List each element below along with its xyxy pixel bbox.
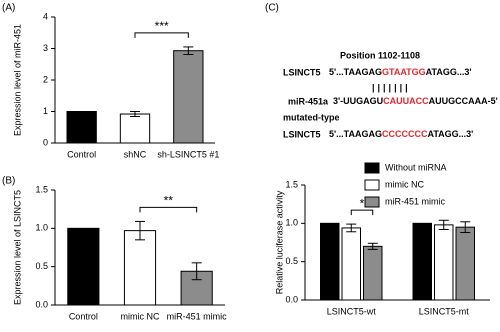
seq-mirna: 3'-UUGAGUCAUUACCAUUGCCAAA-5': [333, 96, 498, 106]
seq-site: GTAATGG: [382, 67, 426, 77]
legend-label: miR-451 mimic: [385, 196, 446, 206]
seq-part: ATAGG...3': [426, 67, 472, 77]
bar: [455, 226, 475, 301]
seq-part: ATAGG...3': [427, 129, 473, 139]
y-tick-label: 1.5: [285, 179, 298, 189]
significance-bracket: [134, 32, 189, 38]
seq-part: AUUGCCAAA-5': [429, 96, 498, 106]
bar: [320, 222, 340, 301]
x-tick-label: LSINCT5-wt: [327, 306, 377, 316]
legend-swatch: [364, 162, 380, 174]
y-tick-label: 1: [43, 106, 48, 116]
seq-site: CCCCCCC: [382, 129, 428, 139]
legend-label: Without miRNA: [385, 162, 447, 172]
y-axis-label: Expression level of miR-451: [12, 24, 22, 136]
y-tick-label: 1.5: [35, 184, 48, 194]
y-tick-label: 1.0: [285, 218, 298, 228]
significance-label: ***: [155, 19, 169, 33]
y-tick-label: 0.5: [285, 256, 298, 266]
mutated-label: mutated-type: [283, 112, 340, 122]
y-tick-label: 0.5: [35, 261, 48, 271]
y-tick-label: 0: [43, 137, 48, 147]
bar: [412, 222, 432, 301]
seq-name: LSINCT5: [283, 67, 321, 77]
legend-label: mimic NC: [385, 179, 424, 189]
bar: [119, 113, 151, 144]
significance-bracket: [350, 209, 374, 216]
bar: [434, 224, 454, 301]
y-axis-label: Relative luciferase activity: [274, 190, 284, 294]
seq-mutant: 5'...TAAGAGCCCCCCCATAGG...3': [329, 129, 473, 139]
bar: [66, 111, 97, 144]
y-axis-label: Expression level of LSINCT5: [12, 190, 22, 305]
panel-label: (A): [2, 3, 15, 14]
significance-bracket: [139, 206, 198, 213]
x-tick-label: shNC: [124, 149, 147, 159]
y-tick-label: 4: [43, 11, 48, 21]
position-label: Position 1102-1108: [340, 50, 420, 60]
seq-part: 5'...TAAGAG: [329, 67, 382, 77]
y-tick-label: 2: [43, 74, 48, 84]
bar: [173, 50, 204, 144]
x-tick-label: Control: [67, 149, 96, 159]
legend-swatch: [364, 179, 380, 191]
seq-name: miR-451a: [288, 96, 329, 106]
bar: [341, 227, 361, 301]
bar: [363, 245, 383, 301]
y-tick-label: 0.0: [35, 299, 48, 309]
significance-label: **: [164, 194, 174, 208]
seq-part: 5'...TAAGAG: [329, 129, 382, 139]
seq-wild: 5'...TAAGAGGTAATGGATAGG...3': [329, 67, 471, 77]
x-tick-label: Control: [69, 311, 98, 321]
panel-label: (B): [2, 176, 15, 187]
panel-label: (C): [265, 3, 279, 14]
x-tick-label: miR-451 mimic: [167, 311, 228, 321]
bar: [67, 227, 100, 306]
x-tick-label: sh-LSINCT5 #1: [157, 149, 219, 159]
x-tick-label: mimic NC: [121, 311, 160, 321]
seq-site: CAUUACC: [383, 96, 429, 106]
seq-part: 3'-UUGAGU: [333, 96, 383, 106]
significance-label: *: [360, 196, 365, 210]
y-tick-label: 1.0: [35, 223, 48, 233]
pairing: |||||||: [372, 82, 411, 92]
bar: [123, 230, 157, 306]
legend-swatch: [364, 196, 380, 208]
seq-name: LSINCT5: [283, 129, 321, 139]
x-tick-label: LSINCT5-mt: [419, 306, 470, 316]
y-tick-label: 3: [43, 43, 48, 53]
y-tick-label: 0.0: [285, 294, 298, 304]
